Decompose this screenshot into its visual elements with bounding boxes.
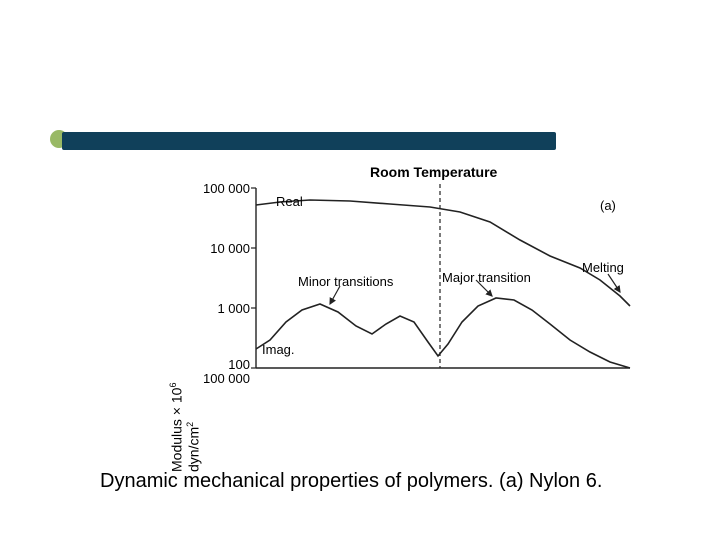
label-real: Real	[276, 194, 303, 209]
ytick-100000: 100 000	[188, 181, 250, 196]
label-panel: (a)	[600, 198, 616, 213]
ytick-label: 100 000	[203, 371, 250, 386]
label-imag: Imag.	[262, 342, 295, 357]
caption-text: Dynamic mechanical properties of polymer…	[100, 470, 602, 493]
chart-title: Room Temperature	[370, 164, 497, 180]
slide: Room Temperature Modulus × 106dyn/cm2 10…	[0, 0, 720, 540]
label-minor: Minor transitions	[298, 274, 393, 289]
ytick-10000: 10 000	[188, 241, 250, 256]
y-axis-label: Modulus × 106dyn/cm2	[168, 383, 201, 472]
ytick-label: 10 000	[210, 241, 250, 256]
ytick-label: 100	[228, 357, 250, 372]
ytick-1000: 1 000	[188, 301, 250, 316]
divider-bar	[62, 132, 556, 150]
ytick-label: 1 000	[217, 301, 250, 316]
ytick-100: 100	[188, 357, 250, 372]
ytick-label: 100 000	[203, 181, 250, 196]
label-major: Major transition	[442, 270, 531, 285]
chart-area: Room Temperature Modulus × 106dyn/cm2 10…	[80, 164, 640, 424]
label-melting: Melting	[582, 260, 624, 275]
ytick-extra: 100 000	[188, 371, 250, 386]
